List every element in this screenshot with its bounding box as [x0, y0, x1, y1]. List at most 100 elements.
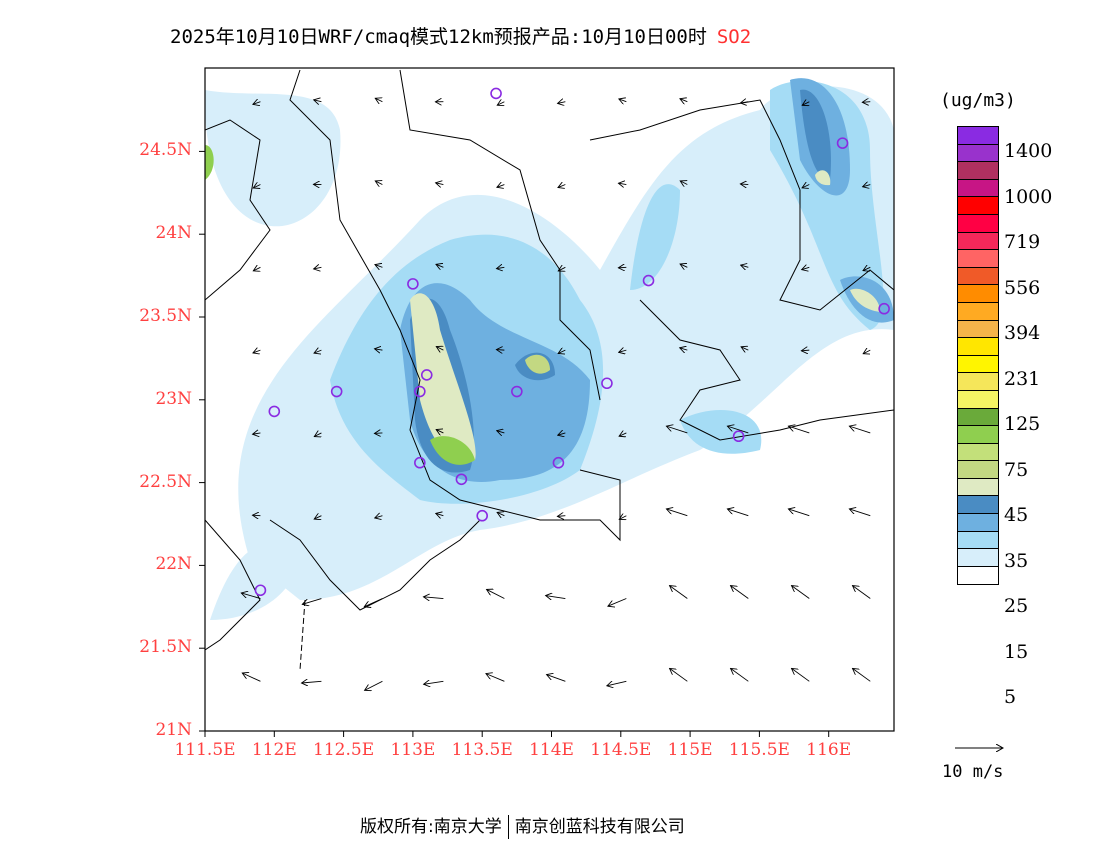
wind-arrow — [680, 264, 688, 267]
wind-arrow — [863, 185, 871, 187]
wind-arrow — [791, 668, 810, 682]
wind-arrow — [863, 267, 871, 270]
colorbar-unit: (ug/m3) — [940, 90, 1016, 111]
colorbar-label: 556 — [1004, 276, 1041, 299]
wind-arrow — [436, 347, 444, 351]
wind-arrow — [852, 668, 871, 682]
colorbar-label: 35 — [1004, 549, 1029, 572]
station-marker — [476, 509, 489, 522]
colorbar-swatch — [958, 285, 998, 303]
wind-arrow — [241, 593, 261, 599]
wind-arrow — [497, 512, 505, 515]
lon-label: 116E — [806, 740, 852, 760]
wind-arrow — [558, 267, 566, 271]
wind-arrow — [546, 596, 566, 599]
lon-label: 113.5E — [451, 740, 513, 760]
wind-arrow — [607, 681, 627, 685]
wind-arrow — [863, 350, 871, 354]
wind-arrow — [436, 513, 444, 515]
colorbar-swatch — [958, 338, 998, 356]
wind-arrow — [497, 431, 505, 433]
wind-arrow — [497, 102, 505, 106]
station-marker — [407, 278, 419, 290]
wind-arrow — [364, 598, 383, 607]
wind-arrow — [242, 673, 261, 682]
colorbar-swatch — [958, 197, 998, 215]
colorbar-label: 25 — [1004, 595, 1029, 617]
lat-label: 23.5N — [139, 306, 192, 326]
wind-arrow — [253, 433, 261, 434]
axis-ticks — [199, 150, 830, 737]
wind-arrow — [802, 267, 810, 269]
monitoring-stations — [254, 87, 890, 597]
lat-label: 21N — [155, 720, 192, 740]
wind-arrow — [670, 586, 688, 599]
wind-arrow — [558, 102, 566, 104]
wind-arrow — [436, 264, 444, 267]
colorbar-label: 5 — [1004, 686, 1017, 708]
wind-arrow — [436, 183, 444, 185]
colorbar — [957, 126, 999, 586]
wind-arrow — [788, 426, 810, 434]
wind-arrow — [680, 181, 688, 185]
wind-arrow — [253, 102, 261, 105]
colorbar-swatch — [958, 144, 998, 163]
colorbar-label: 45 — [1004, 504, 1029, 526]
station-marker — [732, 430, 745, 443]
colorbar-swatch — [958, 408, 998, 427]
colorbar-swatch — [958, 443, 998, 462]
colorbar-swatch — [958, 478, 998, 497]
wind-arrow — [618, 267, 627, 268]
colorbar-swatch — [958, 496, 998, 515]
copyright: 版权所有:南京大学 南京创蓝科技有限公司 — [360, 812, 685, 839]
wind-arrow — [619, 516, 627, 520]
colorbar-swatch — [958, 461, 998, 479]
colorbar-swatch — [958, 320, 998, 339]
wind-arrow — [423, 597, 444, 599]
colorbar-swatch — [958, 355, 998, 374]
lon-label: 112.5E — [313, 740, 375, 760]
colorbar-label: 231 — [1004, 367, 1041, 390]
wind-arrow — [727, 426, 749, 434]
station-marker — [455, 473, 468, 486]
wind-arrow — [741, 347, 749, 350]
wind-vectors — [241, 98, 871, 690]
colorbar-label: 719 — [1004, 231, 1041, 253]
wind-arrow — [314, 433, 322, 437]
station-marker — [254, 584, 267, 597]
wind-arrow — [314, 516, 322, 519]
wind-arrow — [680, 99, 688, 102]
wind-arrow — [375, 516, 383, 518]
wind-arrow — [557, 516, 566, 517]
station-marker — [836, 137, 849, 149]
wind-arrow — [424, 681, 444, 684]
colorbar-label: 75 — [1004, 458, 1029, 481]
wind-arrow — [252, 515, 261, 516]
colorbar-label: 125 — [1004, 413, 1041, 435]
colorbar-swatch — [958, 162, 998, 180]
station-marker — [414, 385, 426, 398]
wind-arrow — [731, 586, 749, 599]
colorbar-label: 1000 — [1004, 185, 1053, 208]
wind-arrow — [740, 102, 749, 103]
colorbar-swatch — [958, 426, 998, 444]
wind-arrow — [619, 350, 627, 352]
species-label: SO2 — [716, 26, 752, 48]
lat-label: 24N — [155, 223, 192, 244]
colorbar-swatch — [958, 549, 998, 567]
wind-arrow — [619, 99, 627, 102]
lon-label: 114E — [529, 740, 574, 760]
wind-arrow — [741, 265, 749, 267]
wind-arrow — [253, 185, 261, 188]
station-marker — [878, 302, 890, 315]
colorbar-swatch — [958, 531, 998, 550]
wind-arrow — [849, 426, 871, 434]
colorbar-swatch — [958, 302, 998, 321]
wind-arrow — [670, 668, 688, 682]
wind-arrow — [791, 586, 810, 599]
station-marker — [511, 385, 523, 398]
lon-label: 113E — [390, 740, 436, 760]
colorbar-swatch — [958, 373, 998, 391]
wind-arrow — [253, 350, 261, 353]
wind-arrow — [849, 509, 871, 517]
